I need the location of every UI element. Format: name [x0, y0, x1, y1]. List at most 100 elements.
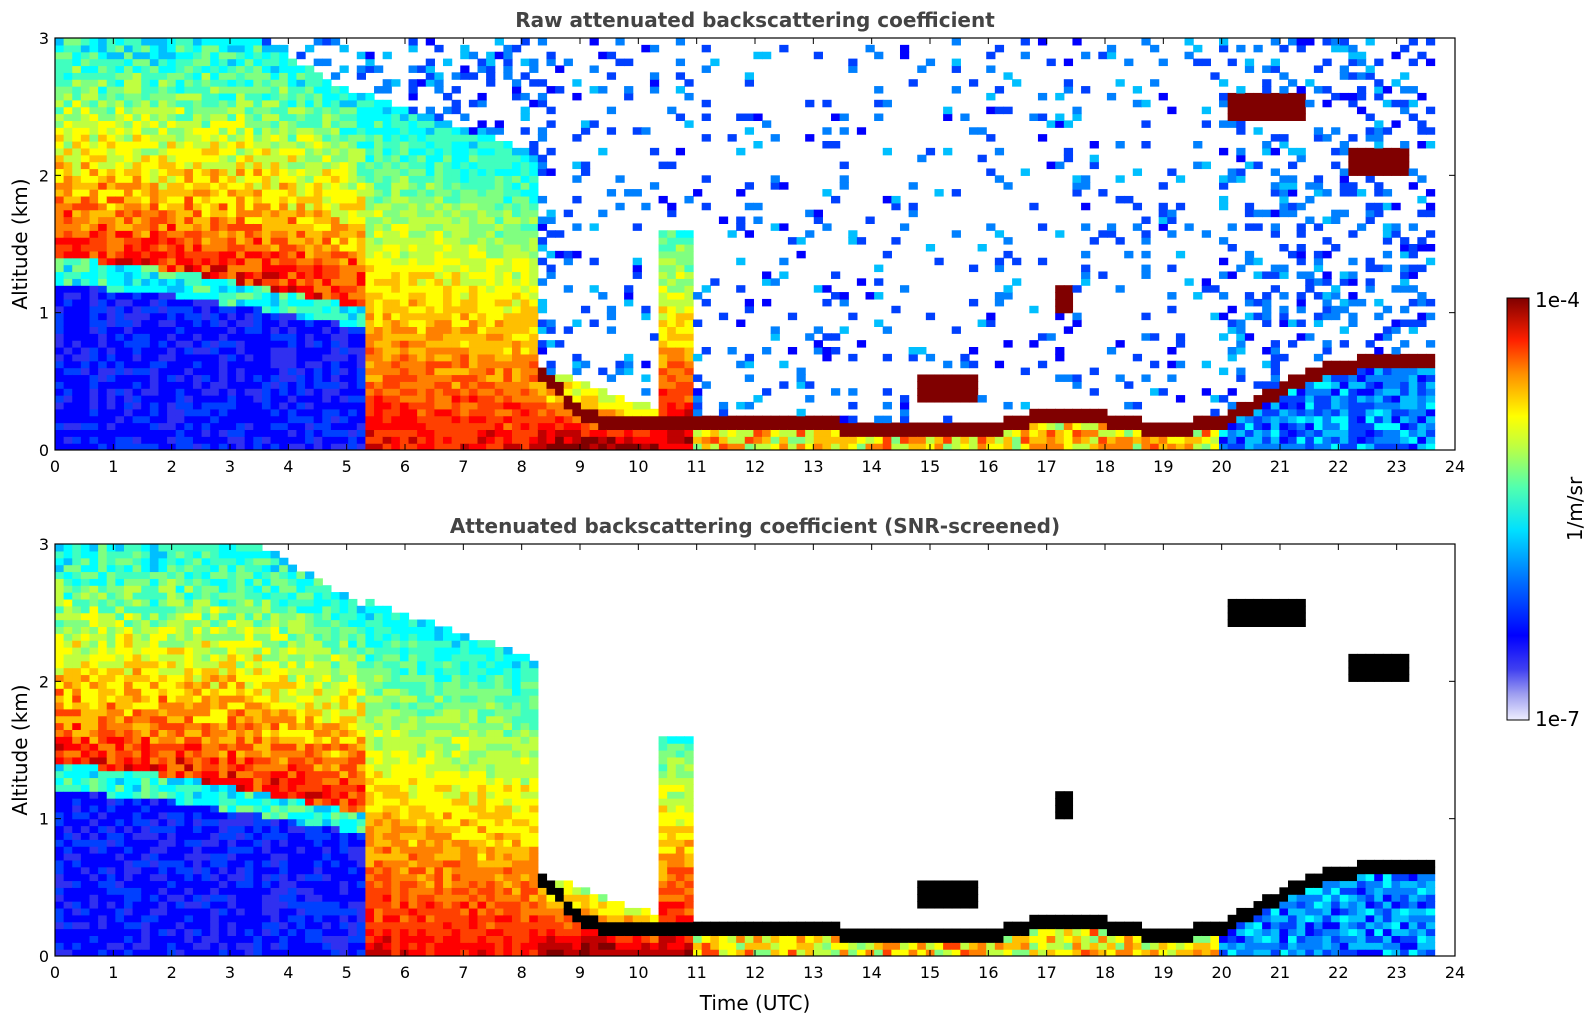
heatmap-cell	[899, 223, 910, 231]
heatmap-cell	[563, 381, 573, 389]
heatmap-cell	[279, 367, 289, 376]
heatmap-cell	[115, 127, 125, 135]
heatmap-cell	[1408, 381, 1418, 389]
heatmap-cell	[158, 216, 168, 224]
heatmap-cell	[313, 429, 323, 437]
heatmap-cell	[339, 305, 349, 314]
heatmap-cell	[270, 347, 280, 355]
heatmap-cell	[693, 422, 703, 430]
heatmap-cell	[399, 257, 410, 266]
heatmap-cell	[374, 312, 384, 321]
heatmap-cell	[63, 182, 73, 190]
heatmap-cell	[218, 264, 229, 273]
heatmap-cell	[1184, 38, 1194, 46]
heatmap-cell	[468, 230, 479, 238]
heatmap-cell	[1262, 86, 1272, 94]
heatmap-cell	[1063, 86, 1074, 94]
heatmap-cell	[149, 429, 160, 437]
heatmap-cell	[356, 360, 366, 369]
heatmap-cell	[1193, 161, 1203, 170]
heatmap-cell	[675, 401, 686, 410]
heatmap-cell	[408, 360, 418, 369]
heatmap-cell	[72, 127, 82, 135]
heatmap-cell	[313, 367, 323, 376]
heatmap-cell	[175, 264, 185, 273]
heatmap-cell	[322, 257, 332, 266]
heatmap-cell	[408, 408, 418, 417]
heatmap-cell	[529, 292, 539, 300]
heatmap-cell	[1141, 216, 1151, 224]
heatmap-cell	[287, 230, 298, 238]
heatmap-cell	[106, 312, 116, 321]
heatmap-cell	[123, 271, 134, 279]
heatmap-cell	[1288, 175, 1298, 183]
heatmap-cell	[374, 189, 384, 197]
heatmap-cell	[72, 257, 82, 266]
heatmap-cell	[1288, 79, 1298, 87]
heatmap-cell	[520, 168, 530, 176]
heatmap-cell	[399, 326, 410, 334]
heatmap-cell	[365, 298, 375, 307]
heatmap-cell	[986, 134, 996, 142]
heatmap-cell	[779, 360, 789, 369]
heatmap-cell	[1037, 38, 1048, 46]
heatmap-cell	[1193, 422, 1203, 430]
heatmap-cell	[184, 408, 194, 417]
heatmap-cell	[356, 292, 366, 300]
heatmap-cell	[175, 120, 185, 128]
heatmap-cell	[55, 168, 65, 176]
heatmap-cell	[192, 340, 203, 348]
heatmap-cell	[296, 264, 306, 273]
heatmap-cell	[330, 326, 341, 334]
heatmap-cell	[1348, 134, 1358, 142]
heatmap-cell	[425, 216, 435, 224]
heatmap-cell	[227, 44, 237, 53]
heatmap-cell	[408, 147, 418, 156]
heatmap-cell	[72, 443, 82, 450]
heatmap-cell	[253, 168, 263, 176]
heatmap-cell	[425, 401, 435, 410]
heatmap-cell	[1055, 415, 1065, 424]
heatmap-cell	[210, 175, 220, 183]
heatmap-cell	[261, 319, 272, 327]
heatmap-cell	[236, 353, 246, 362]
heatmap-cell	[374, 257, 384, 266]
heatmap-cell	[115, 374, 125, 382]
heatmap-cell	[1348, 292, 1358, 300]
heatmap-cell	[1391, 120, 1401, 128]
heatmap-cell	[1262, 298, 1272, 307]
heatmap-cell	[1322, 360, 1332, 369]
heatmap-cell	[684, 374, 694, 382]
heatmap-cell	[494, 429, 504, 437]
heatmap-cell	[374, 141, 384, 149]
heatmap-cell	[417, 141, 427, 149]
heatmap-cell	[287, 195, 298, 204]
heatmap-cell	[486, 422, 496, 430]
heatmap-cell	[831, 141, 841, 149]
heatmap-cell	[1356, 86, 1367, 94]
heatmap-cell	[1210, 443, 1220, 450]
heatmap-cell	[339, 395, 349, 403]
heatmap-cell	[425, 230, 435, 238]
heatmap-cell	[468, 443, 479, 450]
heatmap-cell	[494, 443, 504, 450]
heatmap-cell	[1408, 58, 1418, 67]
heatmap-cell	[1055, 436, 1065, 444]
heatmap-cell	[511, 360, 522, 369]
heatmap-cell	[279, 44, 289, 53]
heatmap-cell	[348, 443, 358, 450]
heatmap-cell	[675, 237, 686, 245]
heatmap-cell	[72, 195, 82, 204]
heatmap-cell	[1219, 120, 1229, 128]
heatmap-cell	[1244, 292, 1255, 300]
heatmap-cell	[348, 285, 358, 293]
heatmap-cell	[149, 422, 160, 430]
heatmap-cell	[399, 134, 410, 142]
heatmap-cell	[330, 92, 341, 101]
heatmap-cell	[684, 436, 694, 444]
heatmap-cell	[89, 353, 99, 362]
heatmap-cell	[175, 312, 185, 321]
heatmap-cell	[106, 347, 116, 355]
heatmap-cell	[1322, 401, 1332, 410]
heatmap-cell	[210, 374, 220, 382]
